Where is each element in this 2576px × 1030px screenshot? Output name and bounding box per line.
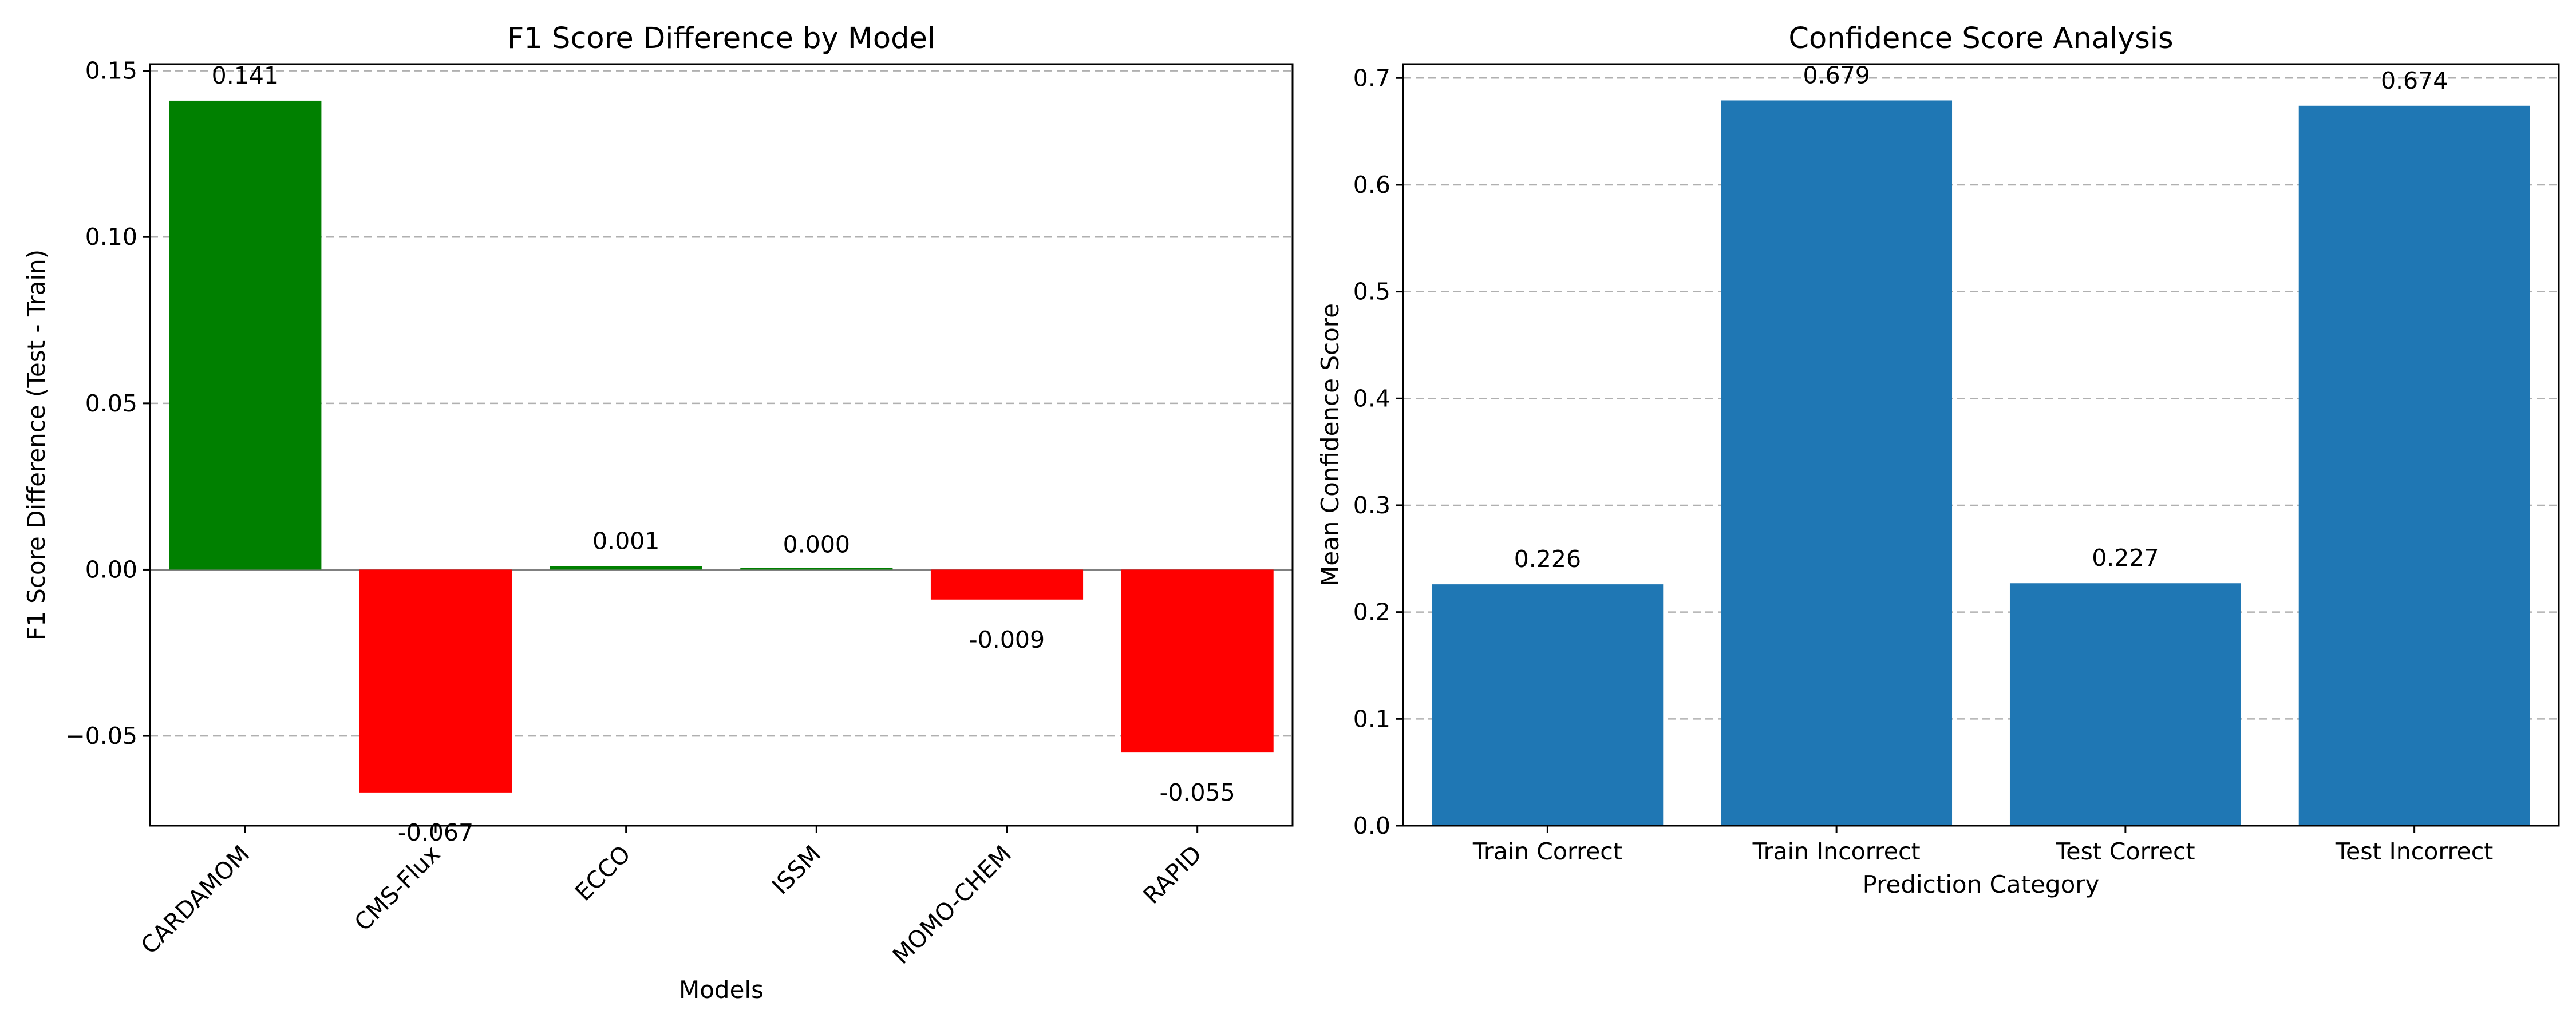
- value-label-train-incorrect: 0.679: [1803, 61, 1870, 89]
- value-label-cardamom: 0.141: [212, 62, 279, 89]
- confidence-x-axis-label: Prediction Category: [1863, 870, 2100, 898]
- confidence-y-axis: 0.0 0.1 0.2 0.3 0.4 0.5 0.6 0.7: [1353, 64, 1403, 839]
- confidence-y-tick-label: 0.0: [1353, 812, 1390, 839]
- x-tick-label-test-incorrect: Test Incorrect: [2335, 838, 2493, 865]
- value-label-test-correct: 0.227: [2092, 544, 2159, 572]
- f1-y-tick-label: 0.00: [85, 556, 137, 583]
- f1-y-tick-label: 0.05: [85, 390, 137, 417]
- confidence-y-tick-label: 0.3: [1353, 492, 1390, 519]
- value-label-rapid: -0.055: [1160, 779, 1235, 806]
- bar-momo-chem: [930, 569, 1084, 600]
- value-label-issm: 0.000: [783, 530, 850, 558]
- f1-bars: [169, 100, 1274, 793]
- bar-rapid: [1121, 569, 1274, 753]
- confidence-axes-frame: [1402, 63, 2560, 827]
- confidence-y-tick-label: 0.2: [1353, 599, 1390, 626]
- value-label-train-correct: 0.226: [1514, 545, 1581, 573]
- f1-y-axis: −0.05 0.00 0.05 0.10 0.15: [65, 57, 150, 750]
- bar-train-correct: [1432, 584, 1664, 826]
- bar-issm: [740, 568, 893, 570]
- confidence-bars: [1432, 100, 2530, 826]
- bar-train-incorrect: [1721, 100, 1953, 826]
- confidence-y-tick-label: 0.4: [1353, 385, 1390, 412]
- confidence-value-labels: 0.226 0.679 0.227 0.674: [1514, 61, 2448, 573]
- f1-x-axis-label: Models: [679, 976, 764, 1004]
- confidence-y-axis-label: Mean Confidence Score: [1316, 303, 1344, 587]
- f1-axes-frame: [149, 63, 1294, 827]
- confidence-chart-title: Confidence Score Analysis: [1788, 22, 2173, 56]
- f1-y-tick-label: 0.10: [85, 223, 137, 251]
- x-tick-label-test-correct: Test Correct: [2055, 838, 2195, 865]
- f1-chart-title: F1 Score Difference by Model: [507, 22, 935, 56]
- f1-y-tick-label: 0.15: [85, 57, 137, 85]
- confidence-y-tick-label: 0.6: [1353, 171, 1390, 199]
- bar-cardamom: [169, 100, 322, 570]
- x-tick-label-train-correct: Train Correct: [1472, 838, 1622, 865]
- confidence-y-tick-label: 0.1: [1353, 705, 1390, 732]
- value-label-momo-chem: -0.009: [969, 626, 1045, 653]
- x-tick-label-train-incorrect: Train Incorrect: [1752, 838, 1921, 865]
- bar-ecco: [550, 566, 702, 570]
- f1-y-axis-label: F1 Score Difference (Test - Train): [22, 249, 50, 640]
- bar-cms-flux: [359, 569, 512, 793]
- confidence-y-tick-label: 0.5: [1353, 278, 1390, 306]
- confidence-x-axis: Train Correct Train Incorrect Test Correct…: [1472, 826, 2493, 865]
- confidence-y-tick-label: 0.7: [1353, 64, 1390, 92]
- bar-test-correct: [2009, 583, 2241, 826]
- value-label-ecco: 0.001: [592, 528, 659, 555]
- value-label-test-incorrect: 0.674: [2381, 67, 2448, 94]
- bar-test-incorrect: [2298, 105, 2530, 826]
- f1-y-tick-label: −0.05: [65, 722, 137, 750]
